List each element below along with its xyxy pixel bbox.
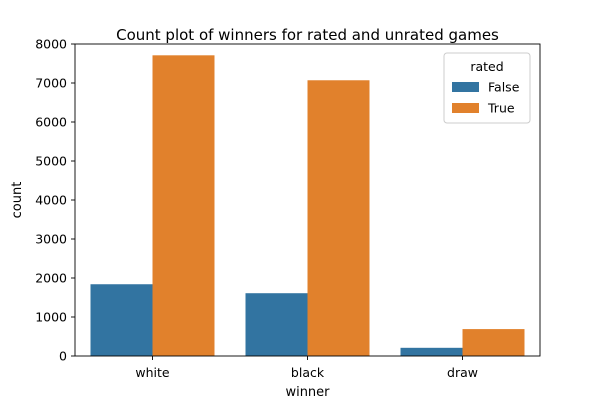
y-tick-label: 5000 — [35, 154, 67, 169]
chart-title: Count plot of winners for rated and unra… — [116, 26, 499, 44]
legend-label-true: True — [487, 101, 515, 116]
bar-black-false — [245, 293, 308, 356]
x-tick-label: black — [291, 365, 325, 380]
y-tick-label: 1000 — [35, 310, 67, 325]
legend-swatch-false — [452, 82, 479, 92]
y-axis-label: count — [10, 182, 25, 219]
legend-label-false: False — [488, 80, 520, 95]
bar-draw-true — [462, 329, 525, 356]
y-tick-label: 8000 — [35, 37, 67, 52]
x-axis-label: winner — [285, 385, 330, 400]
legend-swatch-true — [452, 103, 479, 113]
y-tick-label: 3000 — [35, 232, 67, 247]
legend-items: False True — [452, 80, 520, 116]
x-tick-label: draw — [447, 365, 478, 380]
y-tick-label: 2000 — [35, 271, 67, 286]
bar-white-false — [90, 284, 153, 356]
legend-title: rated — [470, 59, 503, 74]
bar-white-true — [152, 55, 215, 357]
y-tick-label: 0 — [59, 349, 67, 364]
bar-black-true — [307, 80, 370, 357]
bars-layer — [90, 55, 525, 357]
bar-draw-false — [400, 347, 463, 356]
y-tick-label: 4000 — [35, 193, 67, 208]
axes-layer: 0 1000 2000 3000 4000 5000 6000 7000 8000 white bl… — [35, 37, 541, 380]
x-tick-label: white — [135, 365, 170, 380]
legend: rated False True — [443, 52, 531, 124]
y-tick-label: 6000 — [35, 115, 67, 130]
y-tick-label: 7000 — [35, 76, 67, 91]
